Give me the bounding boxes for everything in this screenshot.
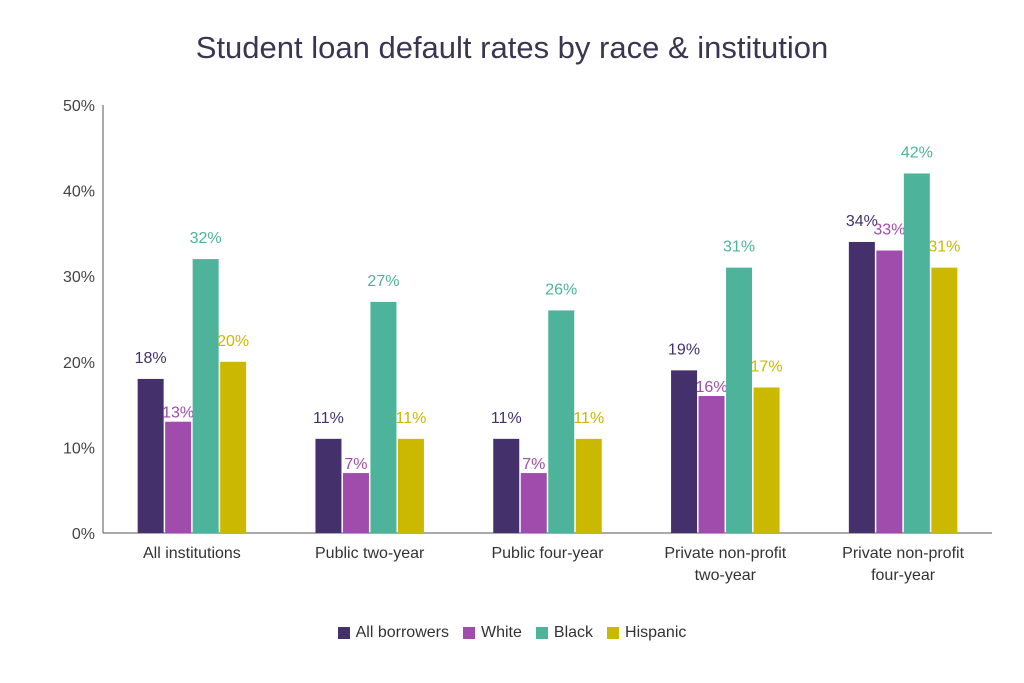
data-label: 13%	[162, 405, 194, 422]
y-tick-label: 30%	[63, 269, 95, 286]
y-tick-label: 40%	[63, 184, 95, 201]
bar	[520, 473, 547, 533]
bar	[903, 173, 930, 534]
x-tick-label: Private non-profit	[842, 545, 964, 562]
bar	[315, 438, 342, 533]
data-label: 7%	[344, 456, 367, 473]
legend-swatch	[607, 627, 620, 639]
legend-swatch	[337, 627, 350, 639]
bar	[137, 378, 164, 533]
bar	[753, 387, 780, 533]
bar	[397, 438, 424, 533]
y-tick-label: 20%	[63, 355, 95, 372]
y-tick-label: 50%	[63, 98, 95, 115]
bar	[671, 370, 698, 533]
bar	[548, 310, 575, 533]
legend: All borrowers White Black Hispanic	[0, 624, 1024, 642]
bar	[848, 241, 875, 533]
bar	[698, 396, 725, 533]
chart-title: Student loan default rates by race & ins…	[195, 30, 829, 65]
bar	[192, 259, 219, 533]
legend-swatch	[535, 627, 548, 639]
data-label: 32%	[190, 230, 222, 247]
y-tick-label: 0%	[72, 526, 95, 543]
data-label: 42%	[901, 144, 933, 161]
bar	[876, 250, 903, 533]
legend-label: All borrowers	[355, 624, 449, 641]
bar	[165, 421, 192, 533]
x-tick-label: Public four-year	[491, 545, 604, 562]
legend-label: Black	[553, 624, 594, 641]
data-label: 31%	[928, 239, 960, 256]
data-label: 26%	[545, 281, 577, 298]
data-label: 27%	[367, 273, 399, 290]
data-label: 11%	[313, 410, 344, 427]
legend-item: White	[462, 624, 522, 642]
x-tick-label: Private non-profit	[664, 545, 786, 562]
legend-item: Black	[535, 624, 594, 642]
bar	[342, 473, 369, 533]
x-tick-label: four-year	[871, 567, 936, 584]
data-label: 7%	[522, 456, 545, 473]
x-tick-label: Public two-year	[315, 545, 425, 562]
bar	[493, 438, 520, 533]
data-label: 34%	[846, 213, 878, 230]
legend-item: All borrowers	[337, 624, 449, 642]
data-label: 11%	[491, 410, 522, 427]
y-tick-label: 10%	[63, 440, 95, 457]
data-label: 33%	[873, 222, 905, 239]
x-tick-label: All institutions	[143, 545, 241, 562]
bar	[931, 267, 958, 533]
data-label: 18%	[135, 350, 167, 367]
legend-label: Hispanic	[625, 624, 687, 641]
data-label: 11%	[573, 410, 604, 427]
bar	[575, 438, 602, 533]
data-label: 16%	[696, 379, 728, 396]
bar	[220, 361, 247, 533]
legend-swatch	[462, 627, 475, 639]
legend-item: Hispanic	[607, 624, 686, 642]
data-label: 31%	[723, 239, 755, 256]
data-label: 19%	[668, 341, 700, 358]
bar	[726, 267, 753, 533]
data-label: 17%	[751, 358, 783, 375]
data-label: 11%	[396, 410, 427, 427]
data-label: 20%	[217, 333, 249, 350]
bar	[370, 301, 397, 533]
legend-label: White	[480, 624, 522, 641]
x-tick-label: two-year	[695, 567, 757, 584]
